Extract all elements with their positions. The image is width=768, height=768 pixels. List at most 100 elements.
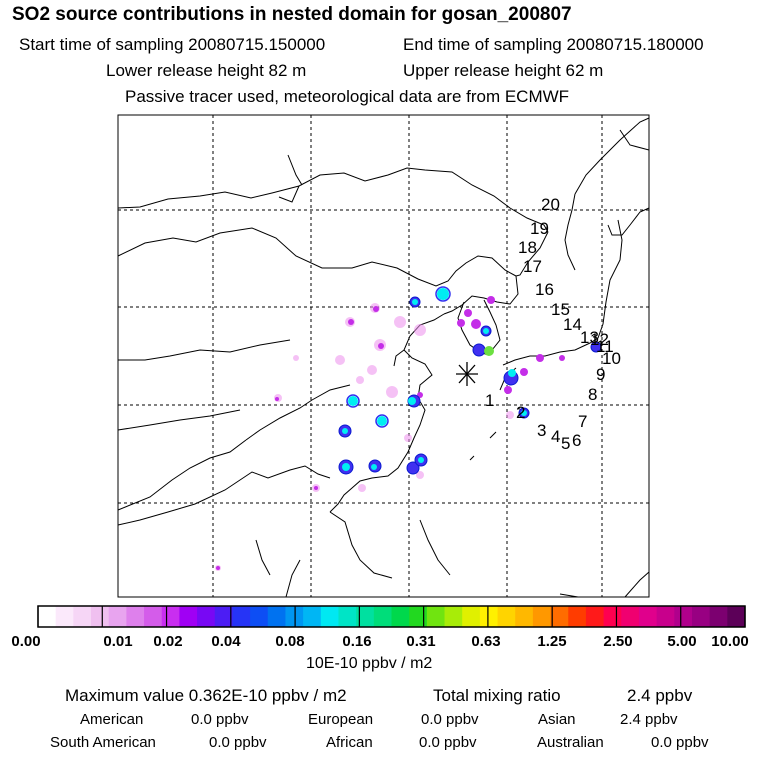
trajectory-label: 13 — [580, 328, 599, 347]
max-value-text: Maximum value 0.362E-10 ppbv / m2 — [65, 686, 347, 705]
colorbar-swatch — [108, 606, 127, 627]
colorbar-swatch — [179, 606, 198, 627]
colorbar-swatch — [585, 606, 605, 627]
colorbar-tick-label: 0.63 — [471, 633, 501, 650]
asterisk-icon — [456, 362, 478, 386]
colorbar-swatch — [373, 606, 392, 627]
trajectory-label: 15 — [551, 300, 570, 319]
trajectory-label: 18 — [518, 238, 537, 257]
trajectory-label: 11 — [596, 337, 614, 356]
trajectory-label: 7 — [578, 412, 587, 431]
map-title: SO2 source contributions in nested domai… — [12, 4, 572, 25]
colorbar-swatch — [568, 606, 587, 627]
colorbar-swatch — [691, 606, 711, 627]
colorbar-swatch — [426, 606, 446, 627]
colorbar-swatch — [232, 606, 251, 627]
region-value-south-american: 0.0 ppbv — [209, 734, 267, 751]
colorbar-swatch — [603, 606, 622, 627]
region-name-australian: Australian — [537, 734, 604, 751]
graticule — [118, 115, 649, 597]
colorbar-tick-label: 1.25 — [537, 633, 567, 650]
trajectory-label: 16 — [535, 280, 554, 299]
colorbar-swatch — [709, 606, 728, 627]
region-name-european: European — [308, 711, 374, 728]
region-name-american: American — [80, 711, 144, 728]
trajectory-label: 9 — [596, 365, 605, 384]
colorbar-tick-label: 0.31 — [406, 633, 436, 650]
colorbar-tick-label: 0.04 — [211, 633, 241, 650]
region-name-asian: Asian — [538, 711, 576, 728]
region-value-australian: 0.0 ppbv — [651, 734, 709, 751]
colorbar-swatch — [479, 606, 499, 627]
region-name-south-american: South American — [50, 734, 156, 751]
trajectory-label: 19 — [530, 219, 549, 238]
colorbar-swatch — [674, 606, 693, 627]
region-value-american: 0.0 ppbv — [191, 711, 249, 728]
trajectory-label: 14 — [563, 315, 582, 334]
region-name-african: African — [326, 734, 373, 751]
trajectory-label: 2 — [516, 403, 525, 422]
colorbar-swatch — [320, 606, 339, 627]
colorbar-swatch — [126, 606, 145, 627]
trajectory-label: 17 — [523, 257, 542, 276]
colorbar-swatch — [73, 606, 92, 627]
colorbar-tick-label: 0.08 — [275, 633, 305, 650]
colorbar-swatch — [161, 606, 180, 627]
trajectory-label: 1 — [485, 391, 494, 410]
colorbar-swatch — [391, 606, 410, 627]
colorbar-swatch — [38, 606, 57, 627]
colorbar-swatch — [338, 606, 357, 627]
colorbar-swatch — [55, 606, 74, 627]
coastlines — [117, 117, 650, 598]
start-time-text: Start time of sampling 20080715.150000 — [19, 35, 326, 54]
region-value-african: 0.0 ppbv — [419, 734, 477, 751]
trajectory-label: 20 — [541, 195, 560, 214]
colorbar-swatch — [462, 606, 481, 627]
colorbar-swatch — [267, 606, 286, 627]
colorbar — [37, 605, 746, 628]
trajectory-label: 4 — [551, 427, 560, 446]
tracer-note-text: Passive tracer used, meteorological data… — [125, 87, 570, 106]
colorbar-tick-label: 2.50 — [603, 633, 633, 650]
trajectory-label: 8 — [588, 385, 597, 404]
total-mixing-value: 2.4 ppbv — [627, 686, 693, 705]
colorbar-swatch — [727, 606, 746, 627]
colorbar-tick-label: 10.00 — [711, 633, 749, 650]
colorbar-swatch — [144, 606, 163, 627]
colorbar-swatch — [444, 606, 463, 627]
colorbar-swatch — [550, 606, 569, 627]
colorbar-tick-label: 0.02 — [153, 633, 183, 650]
colorbar-tick-label: 5.00 — [667, 633, 697, 650]
colorbar-swatch — [656, 606, 675, 627]
trajectory-label: 5 — [561, 434, 570, 453]
end-time-text: End time of sampling 20080715.180000 — [403, 35, 704, 54]
colorbar-swatch — [356, 606, 375, 627]
colorbar-swatch — [497, 606, 516, 627]
colorbar-swatch — [214, 606, 233, 627]
colorbar-swatch — [250, 606, 269, 627]
colorbar-swatch — [197, 606, 216, 627]
trajectory-label: 10 — [602, 349, 621, 368]
colorbar-tick-label: 0.16 — [342, 633, 372, 650]
colorbar-tick-label: 0.01 — [103, 633, 133, 650]
map-frame — [117, 114, 650, 598]
colorbar-swatch — [409, 606, 428, 627]
region-value-european: 0.0 ppbv — [421, 711, 479, 728]
trajectory-label: 12 — [590, 330, 609, 349]
colorbar-unit: 10E-10 ppbv / m2 — [306, 655, 433, 672]
lower-height-text: Lower release height 82 m — [106, 61, 307, 80]
colorbar-swatch — [621, 606, 640, 627]
colorbar-swatch — [638, 606, 658, 627]
trajectory-label: 6 — [572, 431, 581, 450]
colorbar-swatch — [532, 606, 552, 627]
colorbar-swatch — [303, 606, 322, 627]
colorbar-swatch — [91, 606, 110, 627]
trajectory-label: 3 — [537, 421, 546, 440]
so2-contribution-field — [215, 286, 602, 571]
colorbar-swatch — [515, 606, 534, 627]
upper-height-text: Upper release height 62 m — [403, 61, 604, 80]
region-value-asian: 2.4 ppbv — [620, 711, 678, 728]
colorbar-border — [37, 605, 746, 628]
